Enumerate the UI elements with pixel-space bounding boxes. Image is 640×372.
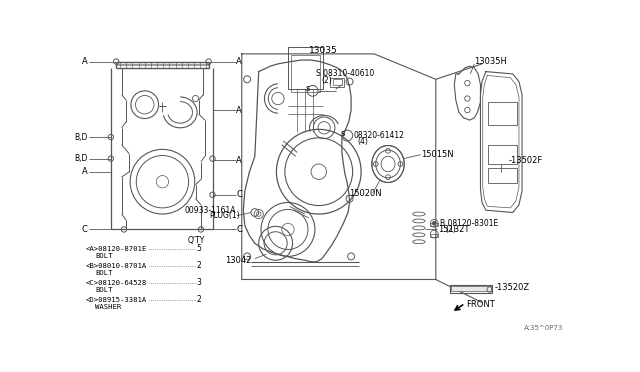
Text: (2): (2) (445, 225, 456, 234)
Text: A: A (236, 106, 242, 115)
Text: A: A (236, 155, 242, 165)
Text: <A>08120-8701E: <A>08120-8701E (86, 246, 147, 252)
Text: C: C (236, 190, 243, 199)
Text: -13520Z: -13520Z (495, 283, 530, 292)
Text: S: S (340, 131, 345, 137)
Text: 13035: 13035 (308, 46, 337, 55)
Text: 5: 5 (196, 244, 201, 253)
Bar (431, 223, 438, 226)
Text: A: A (236, 57, 242, 66)
Text: PLUG(1): PLUG(1) (209, 211, 239, 220)
Text: <D>08915-3381A: <D>08915-3381A (86, 296, 147, 302)
Text: S: S (306, 86, 310, 92)
Circle shape (433, 221, 436, 225)
Bar (333, 78, 342, 85)
Text: 13035H: 13035H (474, 57, 507, 66)
Bar (451, 286, 492, 291)
Bar (291, 55, 320, 92)
Text: 13042: 13042 (225, 256, 251, 265)
Bar (431, 234, 438, 237)
Text: BOLT: BOLT (95, 253, 113, 259)
Text: B,D: B,D (74, 132, 88, 141)
Bar (488, 102, 517, 125)
Text: BOLT: BOLT (95, 270, 113, 276)
Text: 2: 2 (196, 261, 201, 270)
Text: 00933-1161A: 00933-1161A (184, 206, 236, 215)
Bar (330, 78, 344, 87)
Text: <B>08010-8701A: <B>08010-8701A (86, 263, 147, 269)
Text: 15015N: 15015N (421, 150, 454, 159)
Text: 2: 2 (196, 295, 201, 304)
Bar (450, 285, 492, 293)
Bar (488, 168, 517, 183)
Text: WASHER: WASHER (95, 304, 122, 310)
Text: A: A (82, 57, 88, 66)
Text: <C>08120-64528: <C>08120-64528 (86, 280, 147, 286)
Text: (4): (4) (357, 137, 368, 146)
Text: B,D: B,D (74, 154, 88, 163)
Text: 15132T: 15132T (438, 225, 470, 234)
Text: 3: 3 (196, 278, 201, 287)
Text: 15020N: 15020N (349, 189, 382, 198)
Text: -13502F: -13502F (509, 155, 543, 165)
Text: Q'TY: Q'TY (188, 237, 205, 246)
Text: A: A (82, 167, 88, 176)
Text: B 08120-8301E: B 08120-8301E (440, 219, 498, 228)
Text: BOLT: BOLT (95, 287, 113, 293)
Text: 08320-61412: 08320-61412 (353, 131, 404, 140)
Bar (288, 47, 323, 89)
Text: C: C (236, 225, 243, 234)
Text: C: C (82, 225, 88, 234)
Text: A:35^0P73: A:35^0P73 (524, 325, 564, 331)
Bar (488, 145, 517, 164)
Text: FRONT: FRONT (467, 301, 495, 310)
Text: (2): (2) (321, 76, 332, 84)
Text: S 08310-40610: S 08310-40610 (316, 70, 374, 78)
